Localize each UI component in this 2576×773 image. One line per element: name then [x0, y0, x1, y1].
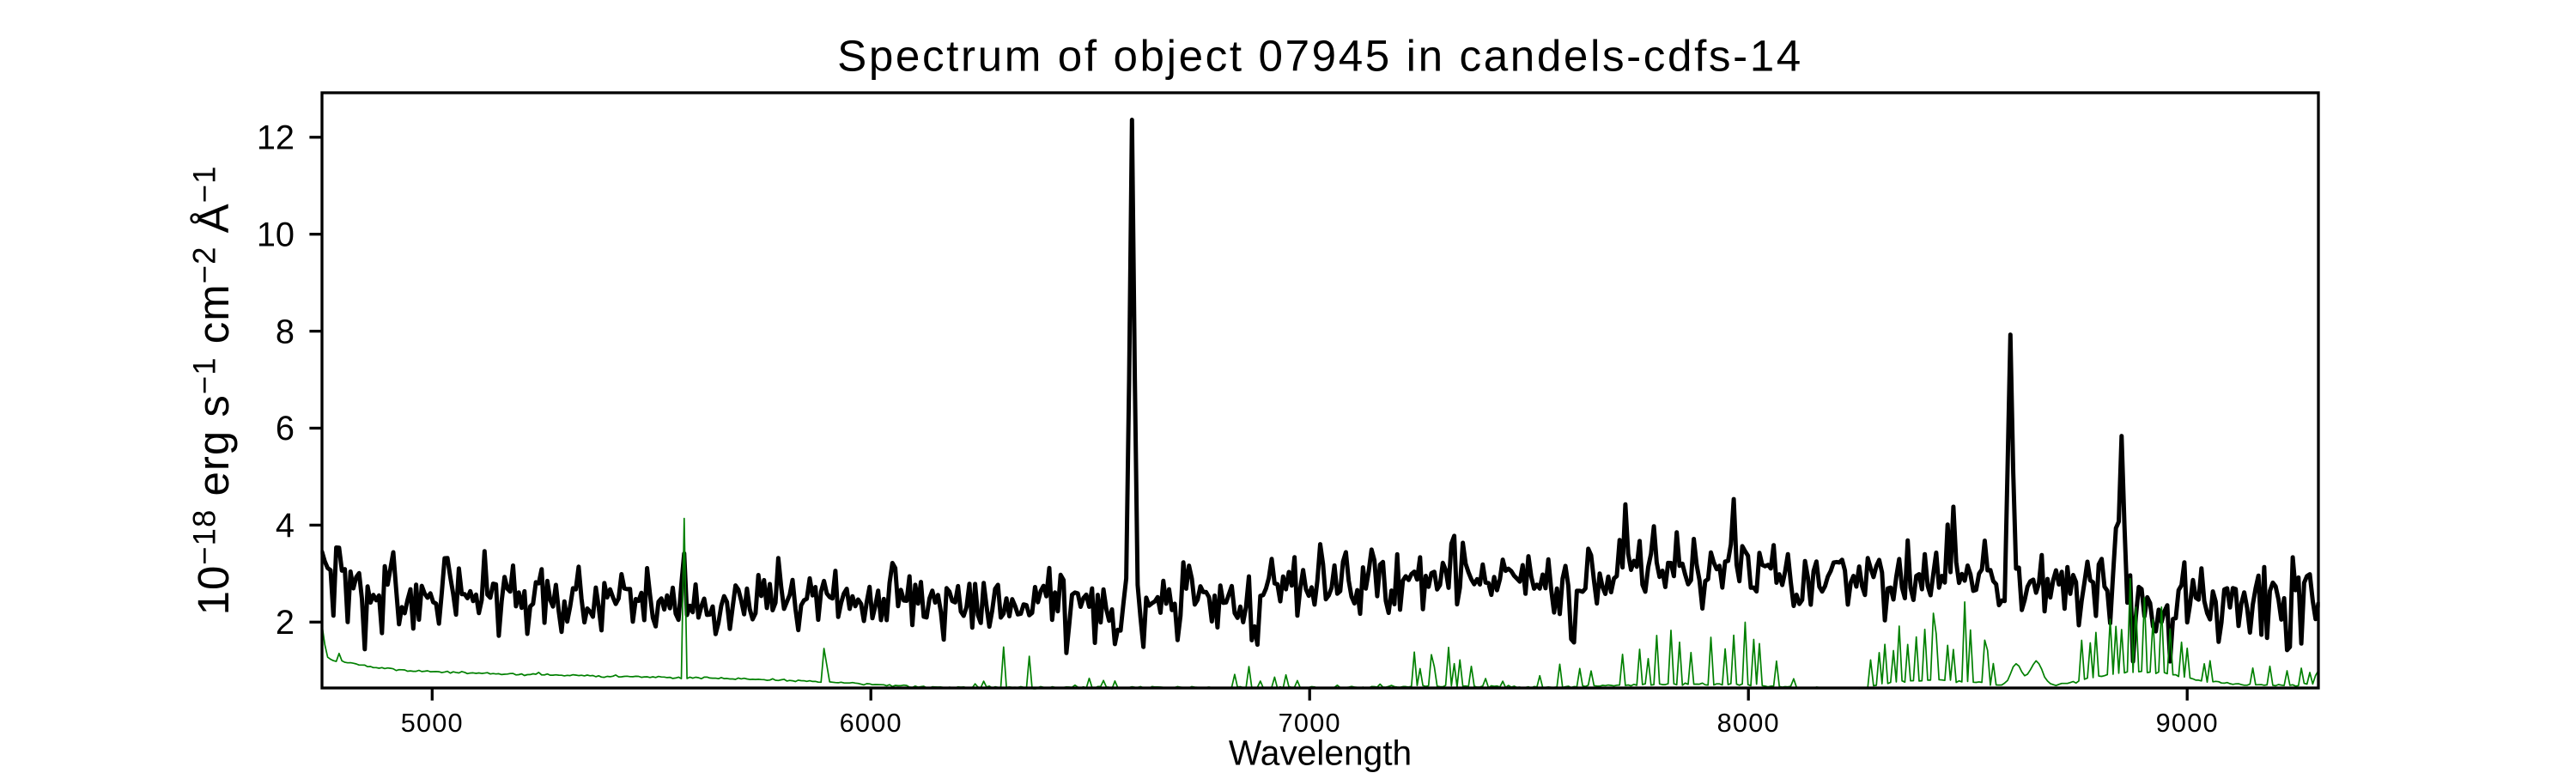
svg-text:5000: 5000 [401, 708, 464, 738]
svg-text:6: 6 [276, 410, 295, 447]
svg-text:7000: 7000 [1279, 708, 1341, 738]
svg-text:2: 2 [276, 604, 295, 642]
svg-text:8000: 8000 [1717, 708, 1780, 738]
svg-text:Spectrum of object 07945 in ca: Spectrum of object 07945 in candels-cdfs… [837, 32, 1803, 81]
svg-text:12: 12 [257, 119, 295, 157]
svg-text:4: 4 [276, 507, 295, 545]
svg-text:9000: 9000 [2156, 708, 2219, 738]
svg-text:Wavelength: Wavelength [1229, 733, 1412, 773]
svg-text:6000: 6000 [840, 708, 902, 738]
svg-text:8: 8 [276, 313, 295, 350]
svg-text:10: 10 [257, 216, 295, 253]
